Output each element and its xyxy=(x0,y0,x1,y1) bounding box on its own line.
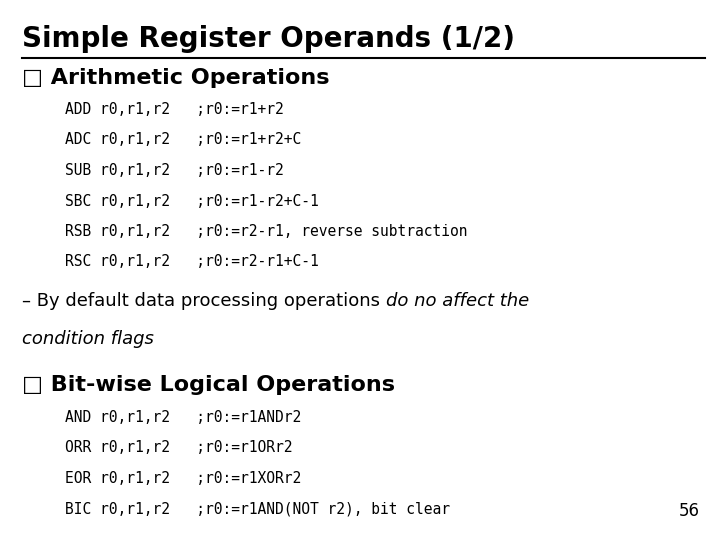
Text: condition flags: condition flags xyxy=(22,330,154,348)
Text: SBC r0,r1,r2   ;r0:=r1-r2+C-1: SBC r0,r1,r2 ;r0:=r1-r2+C-1 xyxy=(65,193,319,208)
Text: □ Bit-wise Logical Operations: □ Bit-wise Logical Operations xyxy=(22,375,395,395)
Text: BIC r0,r1,r2   ;r0:=r1AND(NOT r2), bit clear: BIC r0,r1,r2 ;r0:=r1AND(NOT r2), bit cle… xyxy=(65,502,450,516)
Text: – By default data processing operations: – By default data processing operations xyxy=(22,292,386,310)
Text: □ Arithmetic Operations: □ Arithmetic Operations xyxy=(22,68,330,88)
Text: Simple Register Operands (1/2): Simple Register Operands (1/2) xyxy=(22,25,515,53)
Text: 56: 56 xyxy=(679,502,700,520)
Text: RSB r0,r1,r2   ;r0:=r2-r1, reverse subtraction: RSB r0,r1,r2 ;r0:=r2-r1, reverse subtrac… xyxy=(65,224,467,239)
Text: ADC r0,r1,r2   ;r0:=r1+r2+C: ADC r0,r1,r2 ;r0:=r1+r2+C xyxy=(65,132,301,147)
Text: AND r0,r1,r2   ;r0:=r1ANDr2: AND r0,r1,r2 ;r0:=r1ANDr2 xyxy=(65,410,301,425)
Text: RSC r0,r1,r2   ;r0:=r2-r1+C-1: RSC r0,r1,r2 ;r0:=r2-r1+C-1 xyxy=(65,254,319,269)
Text: SUB r0,r1,r2   ;r0:=r1-r2: SUB r0,r1,r2 ;r0:=r1-r2 xyxy=(65,163,284,178)
Text: ADD r0,r1,r2   ;r0:=r1+r2: ADD r0,r1,r2 ;r0:=r1+r2 xyxy=(65,102,284,117)
Text: ORR r0,r1,r2   ;r0:=r1ORr2: ORR r0,r1,r2 ;r0:=r1ORr2 xyxy=(65,441,292,456)
Text: do no affect the: do no affect the xyxy=(386,292,529,310)
Text: EOR r0,r1,r2   ;r0:=r1XORr2: EOR r0,r1,r2 ;r0:=r1XORr2 xyxy=(65,471,301,486)
